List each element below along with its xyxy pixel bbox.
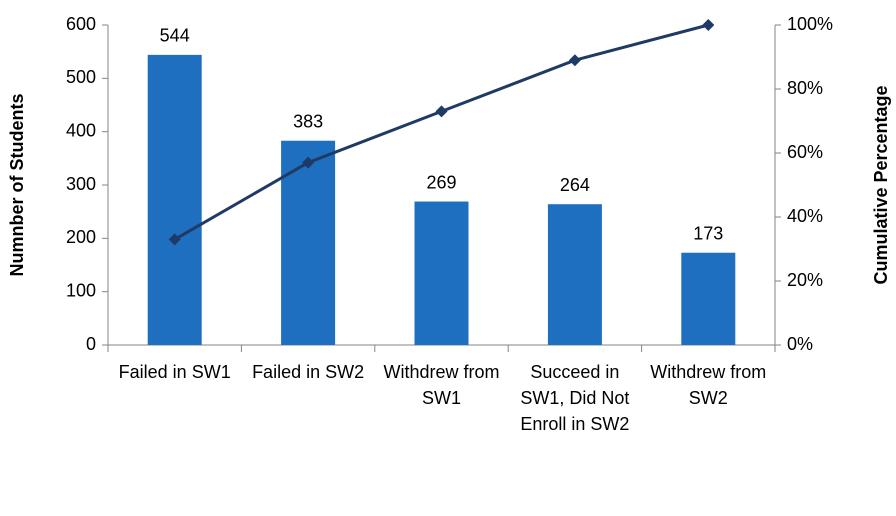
y-tick-label: 200 (66, 227, 96, 247)
y2-tick-label: 80% (787, 78, 823, 98)
y-tick-label: 600 (66, 14, 96, 34)
data-label: 544 (160, 26, 190, 46)
y2-tick-label: 20% (787, 270, 823, 290)
line-marker (568, 54, 581, 67)
y2-tick-label: 100% (787, 14, 833, 34)
x-tick-label: Failed in SW2 (252, 362, 365, 382)
bar (547, 204, 602, 345)
y2-tick-label: 0% (787, 334, 813, 354)
y2-axis-title: Cumulative Percentage (871, 85, 891, 284)
y-tick-label: 0 (86, 334, 96, 354)
line-marker (168, 233, 181, 246)
x-tick-label: Failed in SW1 (118, 362, 231, 382)
bar (414, 201, 469, 345)
x-tick-label: Withdrew from SW1 (383, 362, 500, 408)
y-tick-label: 400 (66, 120, 96, 140)
bar (281, 140, 336, 345)
line-marker (302, 156, 315, 169)
data-label: 383 (293, 111, 323, 131)
bar (147, 54, 202, 345)
x-tick-label: Succeed in SW1, Did Not Enroll in SW2 (520, 362, 630, 434)
x-tick-label: Withdrew from SW2 (650, 362, 767, 408)
y2-tick-label: 40% (787, 206, 823, 226)
data-label: 264 (560, 175, 590, 195)
bar (681, 252, 736, 345)
data-label: 173 (693, 223, 723, 243)
y-tick-label: 500 (66, 67, 96, 87)
y-axis-title: Numnber of Students (7, 94, 27, 277)
line-marker (702, 19, 715, 31)
y-tick-label: 300 (66, 174, 96, 194)
y2-tick-label: 60% (787, 142, 823, 162)
line-marker (435, 105, 448, 118)
y-tick-label: 100 (66, 280, 96, 300)
data-label: 269 (426, 172, 456, 192)
